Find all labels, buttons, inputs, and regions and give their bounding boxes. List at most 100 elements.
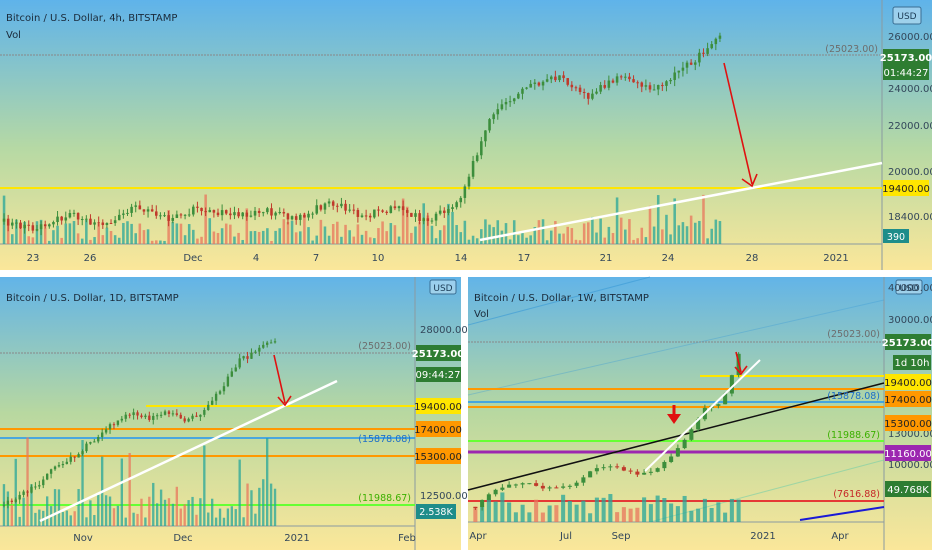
candle-body — [434, 213, 438, 221]
candle-body — [545, 79, 549, 82]
volume-bar — [234, 509, 237, 526]
candle-body — [196, 206, 199, 208]
candle-body — [254, 351, 257, 353]
candle-body — [65, 461, 68, 464]
top-level-label: 19400.00 — [882, 184, 930, 195]
candle-body — [710, 44, 713, 49]
volume-bar — [621, 507, 626, 522]
candle-body — [459, 197, 463, 203]
volume-bar — [475, 238, 479, 244]
br-currency-button[interactable] — [895, 279, 923, 295]
volume-bar — [35, 221, 39, 244]
top-y-tick-2: 22000.00 — [888, 121, 932, 132]
candle-body — [294, 216, 298, 220]
candle-body — [14, 499, 17, 502]
bottom-left-panel[interactable]: Bitcoin / U.S. Dollar, 1D, BITSTAMP USD … — [0, 277, 468, 550]
volume-bar — [582, 223, 586, 244]
candle-body — [323, 203, 327, 210]
candle-body — [594, 468, 599, 472]
candle-body — [574, 482, 579, 486]
volume-bar — [599, 218, 602, 244]
volume-bar — [171, 221, 175, 244]
volume-bar — [134, 233, 137, 244]
top-chart-title: Bitcoin / U.S. Dollar, 4h, BITSTAMP — [6, 13, 177, 24]
candle-body — [226, 376, 230, 387]
top-currency-button[interactable] — [892, 6, 922, 25]
volume-bar — [628, 508, 633, 522]
candle-body — [475, 155, 479, 161]
candle-body — [642, 472, 647, 475]
candle-body — [562, 75, 565, 79]
candle-body — [18, 494, 21, 500]
candle-body — [554, 487, 559, 489]
volume-bar — [716, 502, 721, 522]
bl-x-tick-0: Nov — [73, 533, 93, 544]
candle-body — [455, 202, 458, 208]
top-x-tick-5: 10 — [372, 253, 385, 264]
candle-body — [578, 87, 582, 92]
bl-ref-price-label: (25023.00) — [358, 341, 411, 352]
br-channel-line-2 — [467, 299, 885, 396]
br-level-15300-label: 15300.00 — [884, 419, 932, 430]
volume-bar — [480, 506, 485, 522]
volume-bar — [710, 228, 713, 244]
volume-bar — [512, 220, 516, 244]
candle-body — [331, 201, 335, 206]
candle-body — [512, 98, 516, 102]
bottom-right-panel[interactable]: Bitcoin / U.S. Dollar, 1W, BITSTAMP Vol … — [467, 276, 932, 550]
candle-body — [558, 75, 561, 81]
candle-body — [85, 218, 88, 220]
candle-body — [266, 208, 269, 213]
candle-body — [163, 411, 167, 415]
candle-body — [566, 78, 569, 85]
br-level-15878-label: (15878.08) — [827, 391, 880, 402]
volume-bar — [635, 507, 640, 522]
volume-bar — [702, 498, 707, 522]
volume-bar — [736, 499, 741, 522]
volume-bar — [38, 509, 41, 526]
candle-body — [525, 87, 528, 89]
candle-body — [216, 212, 220, 216]
volume-bar — [547, 505, 552, 522]
candle-body — [299, 214, 302, 220]
bl-level-19400-label: 19400.00 — [414, 402, 462, 413]
candle-body — [665, 81, 668, 86]
volume-bar — [142, 230, 146, 244]
candle-body — [533, 82, 537, 84]
volume-bar — [397, 236, 401, 244]
candle-body — [393, 206, 397, 209]
candle-body — [640, 82, 644, 87]
volume-bar — [624, 229, 627, 244]
volume-bar — [669, 503, 674, 522]
volume-bar — [723, 512, 728, 522]
top-x-tick-1: 26 — [84, 253, 97, 264]
volume-bar — [696, 508, 701, 522]
candle-body — [234, 367, 237, 372]
bl-currency-button[interactable] — [429, 279, 457, 295]
candle-body — [644, 85, 648, 87]
top-ref-price-label: (25023.00) — [825, 44, 878, 55]
volume-bar — [167, 498, 171, 526]
volume-bar — [148, 496, 151, 526]
volume-bar — [356, 224, 360, 244]
br-blue-line — [799, 506, 885, 521]
volume-bar — [541, 219, 545, 244]
candle-body — [303, 214, 306, 218]
candle-body — [258, 347, 261, 352]
volume-bar — [208, 218, 212, 244]
candle-body — [6, 500, 10, 505]
volume-bar — [488, 224, 491, 244]
volume-bar — [689, 510, 694, 522]
candle-body — [381, 210, 384, 212]
candle-body — [109, 223, 113, 225]
br-ref-price-label: (25023.00) — [827, 329, 880, 340]
top-panel[interactable]: Bitcoin / U.S. Dollar, 4h, BITSTAMP Vol … — [0, 0, 932, 270]
volume-bar — [286, 222, 290, 244]
candle-body — [587, 93, 590, 99]
volume-bar — [126, 221, 129, 244]
candle-body — [192, 206, 195, 215]
volume-bar — [525, 237, 528, 244]
volume-bar — [179, 223, 183, 244]
candle-body — [89, 218, 92, 225]
candle-body — [517, 93, 520, 99]
